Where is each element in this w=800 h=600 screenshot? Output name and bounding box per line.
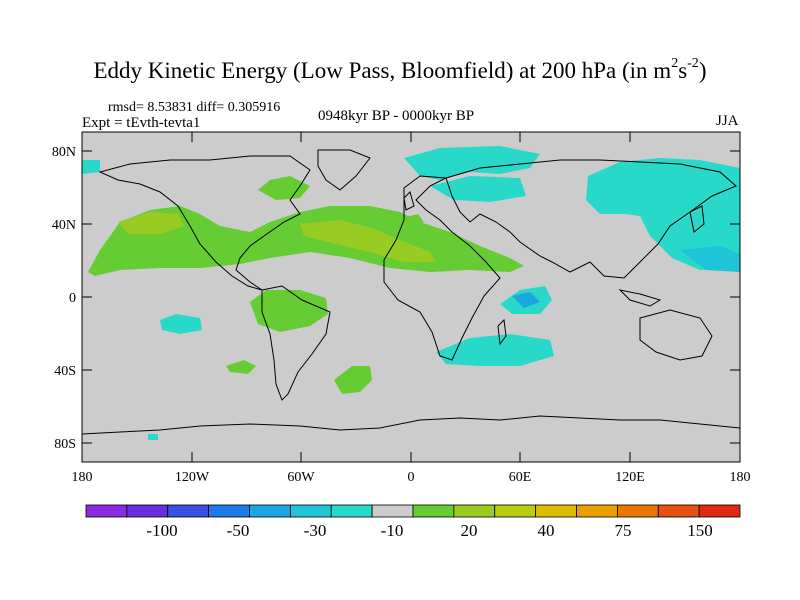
lon-label: 120E — [615, 470, 645, 485]
colorbar-swatch — [576, 504, 618, 518]
colorbar-swatch — [208, 504, 250, 518]
colorbar-swatch — [698, 504, 741, 518]
colorbar-swatch — [330, 504, 373, 518]
colorbar-label: 40 — [538, 521, 555, 540]
colorbar-swatch — [453, 504, 496, 518]
lat-label: 0 — [69, 291, 76, 306]
lon-tick-marks — [81, 132, 741, 462]
colorbar-swatch — [126, 504, 169, 518]
lat-labels: 80N 40N 0 40S 80S — [52, 145, 76, 452]
lon-label: 60E — [509, 470, 532, 485]
coastlines — [81, 149, 741, 435]
lon-label: 180 — [730, 470, 751, 485]
colorbar-swatch — [494, 504, 537, 518]
lat-label: 40S — [54, 364, 76, 379]
lon-label: 0 — [408, 470, 415, 485]
period-label: 0948kyr BP - 0000kyr BP — [318, 108, 475, 124]
colorbar-label: -30 — [304, 521, 327, 540]
colorbar-label: -50 — [227, 521, 250, 540]
negative-anomaly-regions — [82, 146, 740, 440]
colorbar-swatch — [289, 504, 332, 518]
colorbar-swatch — [85, 504, 128, 518]
colorbar-swatch — [616, 504, 659, 518]
positive-anomaly-regions — [88, 176, 524, 394]
colorbar-label: 75 — [615, 521, 632, 540]
lon-label: 180 — [72, 470, 93, 485]
stats-line: rmsd= 8.53831 diff= 0.305916 — [108, 100, 281, 115]
colorbar-swatch — [167, 504, 210, 518]
colorbar-swatch — [412, 504, 455, 518]
lon-label: 120W — [175, 470, 210, 485]
colorbar-swatch — [371, 504, 414, 518]
plot-title: Eddy Kinetic Energy (Low Pass, Bloomfiel… — [93, 56, 707, 83]
lon-labels: 180 120W 60W 0 60E 120E 180 — [72, 470, 751, 485]
colorbar-swatch — [657, 504, 700, 518]
lat-label: 80S — [54, 437, 76, 452]
colorbar-swatch — [535, 504, 577, 518]
colorbar-labels: -100 -50 -30 -10 20 40 75 150 — [146, 521, 712, 540]
experiment-label: Expt = tEvth-tevta1 — [82, 115, 201, 131]
colorbar-label: -10 — [381, 521, 404, 540]
colorbar-swatch — [249, 504, 291, 518]
colorbar-label: 150 — [687, 521, 713, 540]
lat-label: 80N — [52, 145, 76, 160]
season-label: JJA — [716, 113, 739, 129]
lat-label: 40N — [52, 218, 76, 233]
lat-tick-marks — [82, 150, 740, 444]
lon-label: 60W — [287, 470, 315, 485]
colorbar-label: -100 — [146, 521, 177, 540]
colorbar-label: 20 — [461, 521, 478, 540]
colorbar — [85, 504, 741, 518]
